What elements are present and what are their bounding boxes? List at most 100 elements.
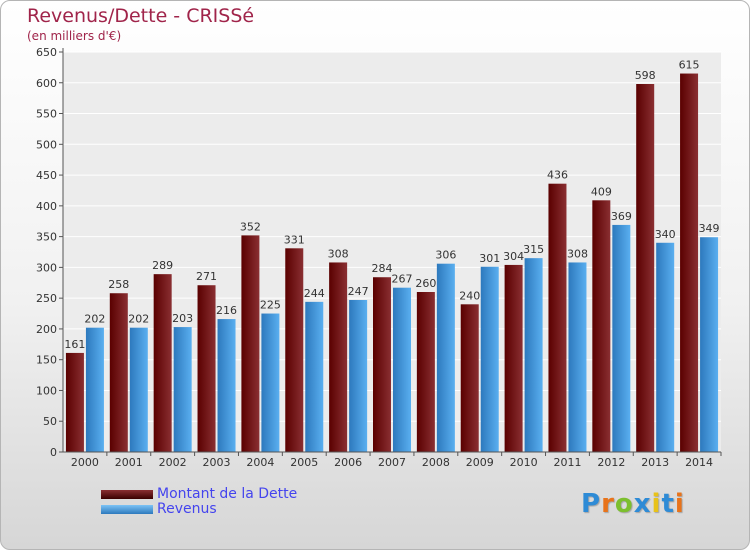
- x-tick-label: 2000: [71, 456, 99, 469]
- value-label-dette: 598: [635, 69, 656, 82]
- value-label-dette: 615: [679, 59, 700, 72]
- bar-dette: [197, 285, 216, 452]
- logo-letter: i: [674, 489, 685, 519]
- bar-dette: [373, 277, 391, 452]
- value-label-revenus: 306: [435, 249, 456, 262]
- bar-revenus: [700, 237, 719, 452]
- bar-dette: [680, 73, 699, 453]
- value-label-dette: 304: [503, 250, 524, 263]
- bar-dette: [241, 235, 260, 452]
- bar-revenus: [568, 262, 587, 452]
- x-tick-label: 2002: [159, 456, 187, 469]
- value-label-revenus: 267: [392, 273, 413, 286]
- proxiti-logo: Proxiti: [581, 489, 685, 519]
- x-tick-label: 2010: [510, 456, 538, 469]
- y-tick-label: 550: [36, 108, 57, 121]
- bar-revenus: [436, 263, 455, 452]
- bars-group: [65, 73, 719, 453]
- value-label-revenus: 247: [348, 285, 369, 298]
- value-label-dette: 258: [108, 278, 129, 291]
- bar-dette: [329, 262, 348, 452]
- legend-swatch-dette: [101, 490, 153, 499]
- value-label-revenus: 216: [216, 304, 237, 317]
- x-tick-label: 2012: [597, 456, 625, 469]
- value-label-dette: 161: [64, 338, 85, 351]
- y-tick-label: 150: [36, 354, 57, 367]
- bar-dette: [109, 293, 128, 452]
- logo-letter: P: [581, 489, 602, 519]
- value-label-revenus: 225: [260, 299, 281, 312]
- value-label-revenus: 315: [523, 243, 544, 256]
- bar-dette: [153, 274, 172, 452]
- bar-revenus: [524, 258, 543, 452]
- value-label-revenus: 301: [479, 252, 500, 265]
- x-tick-label: 2011: [553, 456, 581, 469]
- x-tick-label: 2005: [290, 456, 318, 469]
- y-tick-label: 100: [36, 384, 57, 397]
- value-label-revenus: 308: [567, 247, 588, 260]
- x-tick-label: 2006: [334, 456, 362, 469]
- value-label-revenus: 349: [699, 222, 720, 235]
- value-label-revenus: 369: [611, 210, 632, 223]
- gridlines: [63, 51, 721, 453]
- x-tick-label: 2009: [466, 456, 494, 469]
- bar-revenus: [217, 319, 236, 452]
- logo-letter: x: [633, 489, 652, 519]
- value-label-dette: 289: [152, 259, 173, 272]
- bar-revenus: [612, 224, 631, 452]
- value-label-dette: 260: [415, 277, 436, 290]
- bar-dette: [592, 200, 611, 452]
- value-label-dette: 436: [547, 169, 568, 182]
- bar-revenus: [656, 242, 675, 452]
- bar-revenus: [129, 327, 148, 452]
- y-tick-label: 350: [36, 231, 57, 244]
- y-tick-label: 250: [36, 292, 57, 305]
- bar-dette: [65, 352, 84, 452]
- plot-background: [63, 52, 721, 452]
- y-tick-label: 650: [36, 46, 57, 59]
- bar-dette: [636, 84, 655, 452]
- value-label-dette: 352: [240, 220, 261, 233]
- value-label-dette: 331: [284, 233, 305, 246]
- y-tick-label: 400: [36, 200, 57, 213]
- bar-revenus: [85, 327, 104, 452]
- value-label-revenus: 202: [128, 313, 149, 326]
- bar-revenus: [393, 287, 411, 452]
- bar-dette: [285, 248, 304, 452]
- y-tick-label: 600: [36, 77, 57, 90]
- y-tick-label: 50: [43, 415, 57, 428]
- value-label-dette: 271: [196, 270, 217, 283]
- bar-revenus: [305, 301, 324, 452]
- x-tick-label: 2014: [685, 456, 713, 469]
- legend-label-revenus: Revenus: [157, 501, 217, 517]
- legend-label-dette: Montant de la Dette: [157, 486, 298, 502]
- value-label-revenus: 244: [304, 287, 325, 300]
- value-labels: 161 202 258 202 289 203 271 216 352 225 331 244 308 2…: [64, 59, 719, 351]
- bar-dette: [548, 183, 567, 452]
- x-tick-label: 2013: [641, 456, 669, 469]
- bar-revenus: [261, 313, 280, 452]
- chart-title: Revenus/Dette - CRISSé: [27, 5, 255, 27]
- y-tick-label: 200: [36, 323, 57, 336]
- bar-revenus: [173, 327, 192, 452]
- value-label-dette: 308: [328, 247, 349, 260]
- logo-letter: t: [661, 489, 675, 519]
- value-label-dette: 284: [372, 262, 393, 275]
- x-tick-label: 2001: [115, 456, 143, 469]
- value-label-revenus: 203: [172, 312, 193, 325]
- y-tick-label: 500: [36, 138, 57, 151]
- axes: 0 50 100 150 200 250 300 350 400 450 500 550 600 650 2…: [36, 46, 722, 469]
- value-label-revenus: 340: [655, 228, 676, 241]
- x-tick-label: 2003: [203, 456, 231, 469]
- x-tick-label: 2008: [422, 456, 450, 469]
- y-tick-label: 300: [36, 261, 57, 274]
- bar-dette: [504, 264, 523, 452]
- x-tick-label: 2004: [246, 456, 274, 469]
- bar-revenus: [349, 300, 368, 452]
- bar-dette: [416, 292, 435, 452]
- value-label-revenus: 202: [84, 313, 105, 326]
- bar-revenus: [480, 266, 499, 452]
- chart-subtitle: (en milliers d'€): [27, 29, 122, 43]
- x-tick-label: 2007: [378, 456, 406, 469]
